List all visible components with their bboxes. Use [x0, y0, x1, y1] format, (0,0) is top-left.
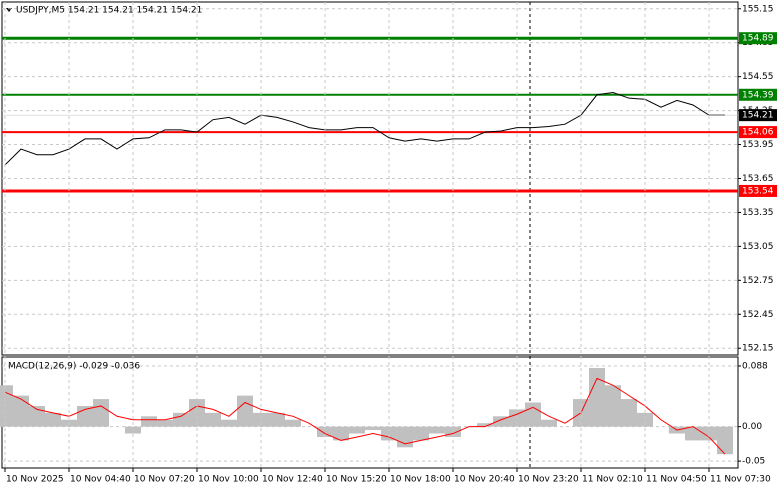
- y-tick-label: 153.05: [742, 242, 774, 252]
- x-tick-label: 10 Nov 15:20: [326, 475, 387, 485]
- macd-bar: [429, 426, 445, 434]
- level-label-box: [739, 88, 777, 101]
- macd-bar: [333, 426, 349, 441]
- macd-bar: [381, 426, 397, 441]
- macd-bar: [717, 426, 733, 455]
- macd-bar: [317, 426, 333, 437]
- macd-bar: [29, 405, 45, 427]
- macd-bar: [525, 402, 541, 427]
- level-label-box: [739, 126, 777, 139]
- macd-bar: [685, 426, 701, 441]
- macd-bar: [589, 368, 605, 427]
- macd-bar: [0, 385, 13, 427]
- macd-bar: [621, 399, 637, 427]
- x-tick-label: 10 Nov 12:40: [262, 475, 323, 485]
- macd-bar: [93, 399, 109, 427]
- y-tick-label: 0.088: [742, 361, 768, 371]
- macd-bar: [701, 426, 717, 441]
- level-label: 154.39: [742, 90, 774, 100]
- level-label: 153.54: [742, 186, 774, 196]
- macd-bar: [253, 412, 269, 427]
- x-tick-label: 10 Nov 20:40: [454, 475, 515, 485]
- x-tick-label: 11 Nov 07:30: [710, 475, 771, 485]
- last-price-box: [739, 109, 777, 122]
- macd-bar: [285, 419, 301, 427]
- macd-bar: [477, 423, 493, 427]
- macd-bar: [269, 412, 285, 427]
- signal-line: [4, 377, 726, 455]
- y-tick-label: -0.05: [742, 457, 765, 467]
- x-tick-label: 10 Nov 23:20: [518, 475, 579, 485]
- x-tick-label: 11 Nov 02:10: [582, 475, 643, 485]
- macd-bar: [237, 395, 253, 427]
- x-tick-label: 10 Nov 2025: [6, 475, 64, 485]
- macd-bar: [157, 419, 173, 427]
- macd-bar: [173, 412, 189, 427]
- y-tick-label: 0.00: [742, 422, 762, 432]
- chart-title: USDJPY,M5 154.21 154.21 154.21 154.21: [16, 6, 202, 16]
- y-tick-label: 154.55: [742, 72, 774, 82]
- macd-bar: [493, 416, 509, 427]
- macd-bar: [365, 426, 381, 431]
- macd-bar: [45, 412, 61, 427]
- y-tick-label: 152.75: [742, 276, 774, 286]
- level-label-box: [739, 32, 777, 45]
- macd-bar: [413, 426, 429, 441]
- level-label: 154.06: [742, 128, 774, 138]
- x-tick-label: 10 Nov 07:20: [134, 475, 195, 485]
- macd-bar: [141, 416, 157, 427]
- y-tick-label: 152.45: [742, 310, 774, 320]
- last-price-label: 154.21: [742, 111, 774, 121]
- macd-bar: [13, 395, 29, 427]
- price-line: [4, 92, 725, 166]
- level-label-box: [739, 184, 777, 197]
- macd-bar: [205, 412, 221, 427]
- level-label: 154.89: [742, 34, 774, 44]
- macd-bar: [445, 426, 461, 437]
- x-tick-label: 10 Nov 10:00: [198, 475, 259, 485]
- macd-bar: [349, 426, 365, 434]
- macd-bar: [541, 419, 557, 427]
- y-tick-label: 155.15: [742, 4, 774, 14]
- y-tick-label: 153.35: [742, 208, 774, 218]
- x-tick-label: 10 Nov 04:40: [70, 475, 131, 485]
- x-tick-label: 10 Nov 18:00: [390, 475, 451, 485]
- macd-bar: [605, 385, 621, 427]
- y-tick-label: 152.15: [742, 344, 774, 354]
- y-tick-label: 153.65: [742, 174, 774, 184]
- x-tick-label: 11 Nov 04:50: [646, 475, 707, 485]
- macd-bar: [637, 412, 653, 427]
- y-tick-label: 153.95: [742, 140, 774, 150]
- macd-title: MACD(12,26,9) -0.029 -0.036: [8, 362, 140, 372]
- macd-bar: [221, 419, 237, 427]
